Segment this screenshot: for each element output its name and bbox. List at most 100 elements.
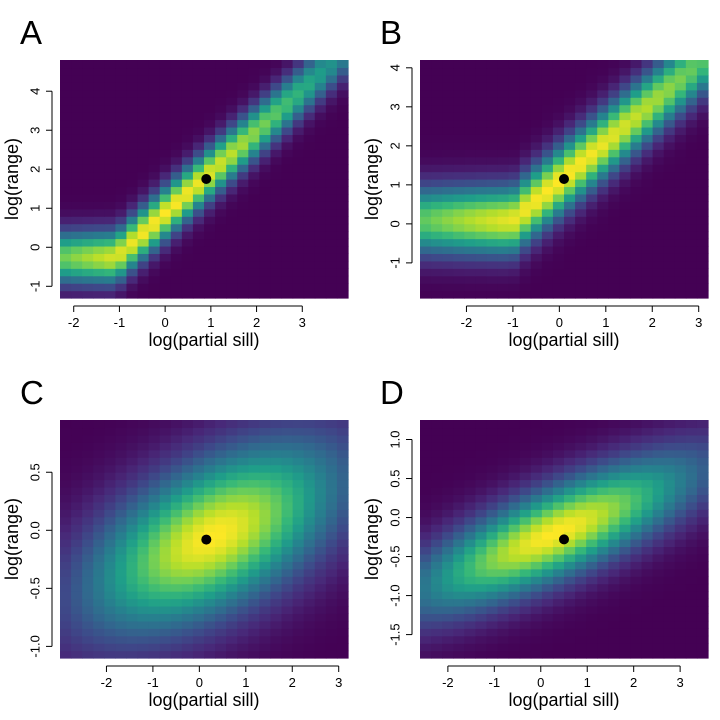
heatmap-cell xyxy=(281,186,294,195)
heatmap-cell xyxy=(586,598,598,607)
heatmap-cell xyxy=(552,126,565,135)
heatmap-cell xyxy=(541,464,554,473)
heatmap-cell xyxy=(115,82,128,91)
heatmap-cell xyxy=(292,97,305,106)
heatmap-cell xyxy=(60,583,72,592)
heatmap-cell xyxy=(115,253,128,262)
heatmap-cell xyxy=(93,119,105,128)
heatmap-cell xyxy=(159,231,172,240)
heatmap-cell xyxy=(575,635,587,644)
heatmap-cell xyxy=(60,268,72,277)
heatmap-cell xyxy=(137,149,150,158)
heatmap-cell xyxy=(420,67,432,76)
heatmap-cell xyxy=(685,141,698,150)
heatmap-cell xyxy=(575,112,587,121)
heatmap-cell xyxy=(192,628,205,637)
heatmap-cell xyxy=(82,238,94,247)
heatmap-cell xyxy=(204,583,216,592)
heatmap-cell xyxy=(420,238,432,247)
heatmap-cell xyxy=(226,104,238,113)
heatmap-cell xyxy=(519,275,532,284)
heatmap-cell xyxy=(325,223,338,232)
heatmap-cell xyxy=(148,231,161,240)
heatmap-cell xyxy=(564,208,576,217)
heatmap-cell xyxy=(60,67,72,76)
heatmap-cell xyxy=(148,238,161,247)
heatmap-cell xyxy=(685,112,698,121)
heatmap-cell xyxy=(159,486,172,495)
heatmap-cell xyxy=(237,119,249,128)
heatmap-cell xyxy=(420,628,432,637)
heatmap-cell xyxy=(314,449,327,458)
heatmap-cell xyxy=(442,238,454,247)
heatmap-cell xyxy=(530,156,543,165)
heatmap-cell xyxy=(292,434,305,443)
heatmap-cell xyxy=(453,283,465,292)
heatmap-cell xyxy=(552,97,565,106)
heatmap-cell xyxy=(314,591,327,600)
heatmap-cell xyxy=(685,67,698,76)
heatmap-cell xyxy=(314,524,327,533)
heatmap-cell xyxy=(619,553,632,562)
heatmap-cell xyxy=(464,605,476,614)
heatmap-cell xyxy=(674,60,687,69)
heatmap-cell xyxy=(292,60,305,69)
heatmap-cell xyxy=(674,74,687,83)
heatmap-cell xyxy=(464,67,476,76)
heatmap-cell xyxy=(420,290,432,299)
heatmap-cell xyxy=(442,539,454,548)
heatmap-cell xyxy=(641,516,654,525)
heatmap-cell xyxy=(564,449,576,458)
heatmap-cell xyxy=(60,126,72,135)
heatmap-cell xyxy=(215,283,227,292)
heatmap-cell xyxy=(159,245,172,254)
heatmap-cell xyxy=(204,605,216,614)
heatmap-cell xyxy=(137,628,150,637)
heatmap-cell xyxy=(597,472,609,481)
heatmap-cell xyxy=(259,193,272,202)
heatmap-cell xyxy=(619,223,632,232)
heatmap-cell xyxy=(442,486,454,495)
heatmap-cell xyxy=(325,434,338,443)
heatmap-cell xyxy=(170,591,183,600)
heatmap-cell xyxy=(586,457,598,466)
heatmap-cell xyxy=(148,583,161,592)
heatmap-cell xyxy=(497,613,510,622)
heatmap-cell xyxy=(608,479,620,488)
heatmap-cell xyxy=(619,141,632,150)
heatmap-cell xyxy=(586,524,598,533)
y-tick-label: 0 xyxy=(387,220,402,227)
heatmap-cell xyxy=(215,164,227,173)
heatmap-cell xyxy=(270,583,283,592)
heatmap-cell xyxy=(314,97,327,106)
heatmap-cell xyxy=(486,141,499,150)
heatmap-cell xyxy=(552,290,565,299)
heatmap-cell xyxy=(248,245,260,254)
heatmap-cell xyxy=(226,156,238,165)
heatmap-cell xyxy=(597,643,609,652)
heatmap-cell xyxy=(663,434,676,443)
heatmap-cell xyxy=(314,605,327,614)
heatmap-cell xyxy=(519,208,532,217)
heatmap-cell xyxy=(641,275,654,284)
heatmap-cell xyxy=(420,539,432,548)
heatmap-cell xyxy=(530,420,543,429)
heatmap-cell xyxy=(586,501,598,510)
heatmap-cell xyxy=(641,546,654,555)
heatmap-cell xyxy=(586,268,598,277)
heatmap-cell xyxy=(696,156,709,165)
heatmap-cell xyxy=(497,268,510,277)
heatmap-cell xyxy=(663,126,676,135)
heatmap-cell xyxy=(60,171,72,180)
heatmap-cell xyxy=(475,449,488,458)
heatmap-cell xyxy=(137,164,150,173)
heatmap-cell xyxy=(575,141,587,150)
heatmap-cell xyxy=(652,479,665,488)
heatmap-cell xyxy=(608,472,620,481)
heatmap-cell xyxy=(181,591,194,600)
heatmap-cell xyxy=(696,568,709,577)
heatmap-cell xyxy=(60,283,72,292)
heatmap-cell xyxy=(619,179,632,188)
heatmap-cell xyxy=(497,275,510,284)
heatmap-cell xyxy=(652,290,665,299)
